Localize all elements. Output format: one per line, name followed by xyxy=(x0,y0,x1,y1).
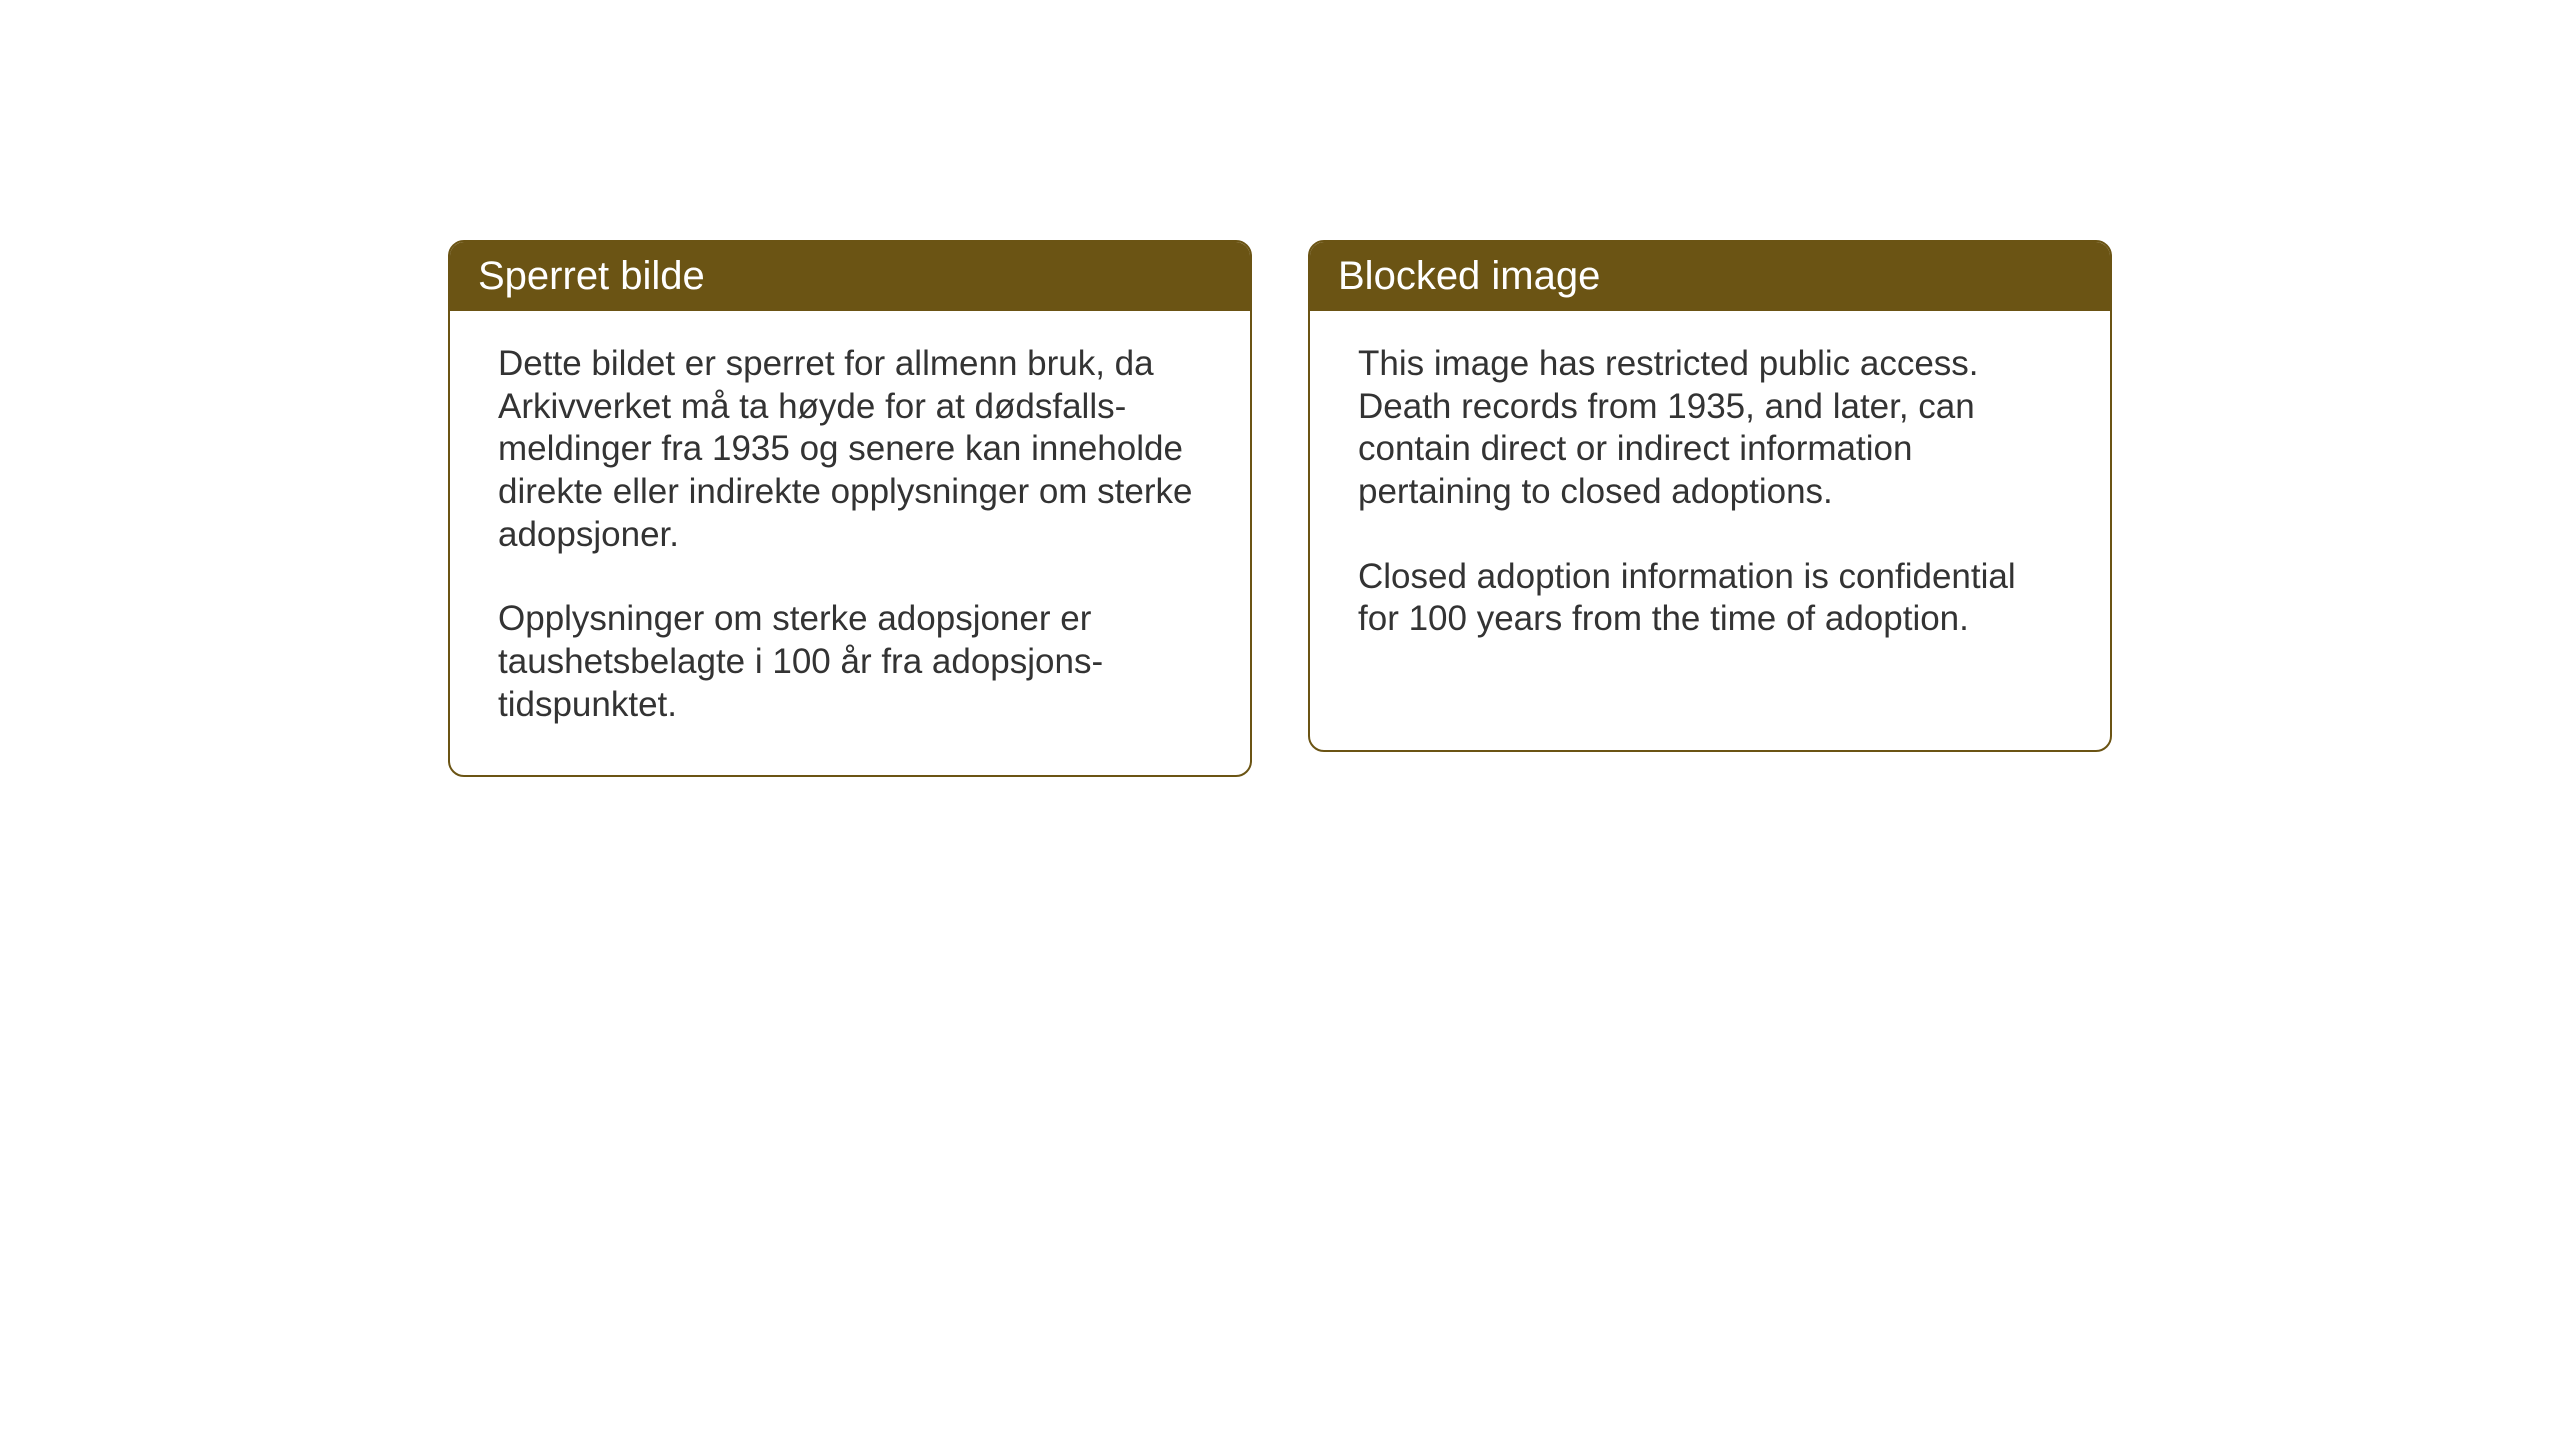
info-card-english: Blocked image This image has restricted … xyxy=(1308,240,2112,752)
paragraph-english-1: This image has restricted public access.… xyxy=(1358,343,2062,514)
info-card-norwegian: Sperret bilde Dette bildet er sperret fo… xyxy=(448,240,1252,777)
paragraph-norwegian-1: Dette bildet er sperret for allmenn bruk… xyxy=(498,343,1202,556)
card-title-norwegian: Sperret bilde xyxy=(478,254,705,298)
info-cards-container: Sperret bilde Dette bildet er sperret fo… xyxy=(448,240,2112,777)
card-header-english: Blocked image xyxy=(1310,242,2110,311)
card-header-norwegian: Sperret bilde xyxy=(450,242,1250,311)
paragraph-english-2: Closed adoption information is confident… xyxy=(1358,556,2062,641)
card-body-english: This image has restricted public access.… xyxy=(1310,311,2110,689)
paragraph-norwegian-2: Opplysninger om sterke adopsjoner er tau… xyxy=(498,598,1202,726)
card-body-norwegian: Dette bildet er sperret for allmenn bruk… xyxy=(450,311,1250,775)
card-title-english: Blocked image xyxy=(1338,254,1600,298)
